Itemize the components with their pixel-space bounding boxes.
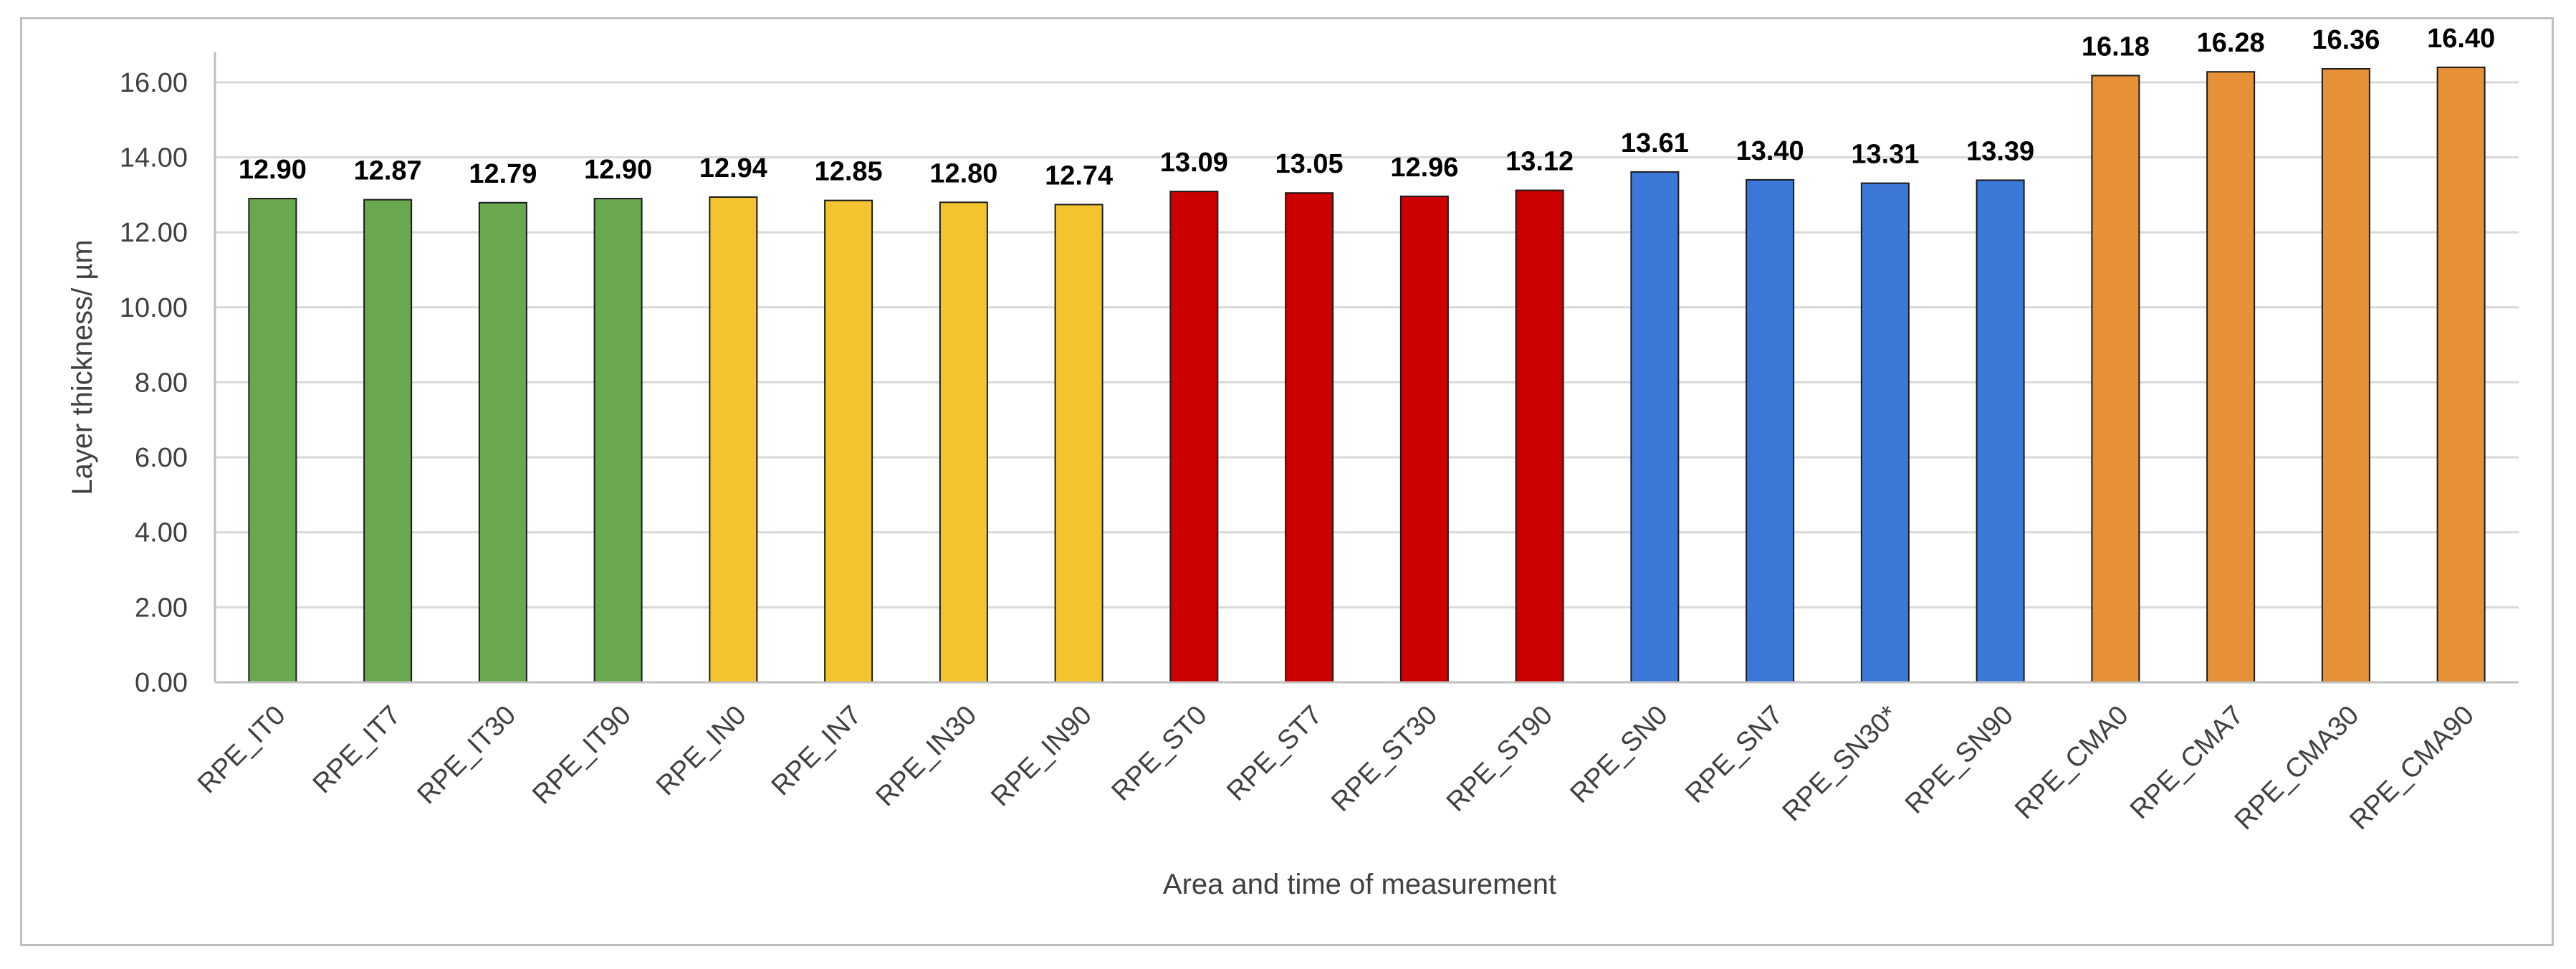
x-tick-label: RPE_IN7: [766, 700, 868, 802]
x-tick-label: RPE_IT90: [527, 700, 637, 811]
x-tick-label: RPE_ST0: [1106, 700, 1213, 807]
bar: [1746, 178, 1795, 683]
x-tick-label: RPE_IN30: [871, 700, 983, 813]
data-label: 16.28: [2197, 28, 2265, 58]
y-tick-label: 0.00: [135, 668, 188, 698]
data-label: 12.96: [1390, 153, 1458, 183]
x-tick-label: RPE_IN0: [651, 700, 752, 802]
bar: [478, 201, 527, 684]
bar: [1976, 179, 2025, 683]
bars: [248, 66, 2486, 684]
data-label: 13.61: [1621, 128, 1689, 158]
bar: [363, 199, 413, 683]
data-label: 12.85: [815, 157, 883, 187]
bar: [2436, 66, 2486, 683]
x-tick-label: RPE_IT0: [192, 700, 292, 800]
data-label: 13.12: [1505, 147, 1574, 177]
bar: [248, 198, 297, 683]
data-label: 12.80: [929, 158, 997, 188]
y-tick-label: 16.00: [120, 68, 188, 98]
x-tick-label: RPE_CMA0: [2009, 700, 2135, 826]
x-tick-label: RPE_IT30: [412, 700, 522, 811]
x-tick-label: RPE_SN90: [1900, 700, 2019, 820]
data-label: 12.79: [469, 159, 537, 189]
data-label: 16.18: [2082, 32, 2150, 62]
bar: [1399, 195, 1449, 683]
y-axis-ticks: 0.00 2.00 4.00 6.00 8.00 10.00 12.00 14.00 16.00: [120, 68, 188, 698]
data-labels: 12.90 12.87 12.79 12.90 12.94 12.85 12.80 12.74…: [239, 24, 2495, 191]
x-tick-label: RPE_IN90: [985, 700, 1098, 813]
bar: [1169, 191, 1219, 683]
x-tick-label: RPE_SN30*: [1777, 700, 1905, 828]
bar: [939, 201, 988, 683]
bar: [2206, 71, 2256, 683]
bar: [593, 198, 643, 683]
bar: [1860, 182, 1910, 683]
data-label: 12.90: [239, 155, 307, 185]
bar: [824, 199, 873, 684]
data-label: 12.94: [699, 153, 767, 183]
bar: [1285, 192, 1334, 683]
x-tick-label: RPE_CMA90: [2344, 700, 2479, 836]
y-tick-label: 10.00: [120, 293, 188, 323]
bar: [1630, 171, 1680, 684]
x-axis-categories: RPE_IT0 RPE_IT7 RPE_IT30 RPE_IT90 RPE_IN0 RPE…: [192, 700, 2480, 836]
bar: [1515, 189, 1564, 683]
x-tick-label: RPE_SN7: [1680, 700, 1789, 809]
y-tick-label: 6.00: [135, 443, 188, 473]
y-tick-label: 8.00: [135, 368, 188, 398]
data-label: 12.90: [584, 155, 652, 185]
data-label: 12.74: [1045, 161, 1113, 191]
x-tick-label: RPE_SN0: [1565, 700, 1674, 809]
y-tick-label: 14.00: [120, 143, 188, 173]
y-axis-title: Layer thickness/ µm: [67, 239, 98, 495]
y-tick-label: 2.00: [135, 593, 188, 623]
bar: [1054, 204, 1103, 683]
data-label: 13.09: [1160, 148, 1228, 178]
data-label: 13.05: [1275, 149, 1344, 179]
data-label: 16.40: [2427, 24, 2495, 54]
data-label: 13.39: [1966, 136, 2034, 166]
y-tick-label: 4.00: [135, 518, 188, 548]
data-label: 16.36: [2312, 25, 2380, 55]
bar: [2321, 68, 2370, 684]
data-label: 13.31: [1851, 140, 1919, 170]
x-tick-label: RPE_ST90: [1441, 700, 1558, 818]
x-tick-label: RPE_IT7: [307, 700, 407, 800]
y-tick-label: 12.00: [120, 218, 188, 248]
x-tick-label: RPE_CMA7: [2125, 700, 2250, 826]
data-label: 13.40: [1736, 136, 1804, 166]
bar: [709, 196, 758, 684]
x-tick-label: RPE_ST30: [1326, 700, 1443, 818]
x-tick-label: RPE_ST7: [1221, 700, 1328, 807]
bar: [2091, 75, 2140, 684]
gridlines: [215, 81, 2519, 608]
x-axis-title: Area and time of measurement: [1163, 869, 1556, 900]
data-label: 12.87: [354, 156, 422, 186]
